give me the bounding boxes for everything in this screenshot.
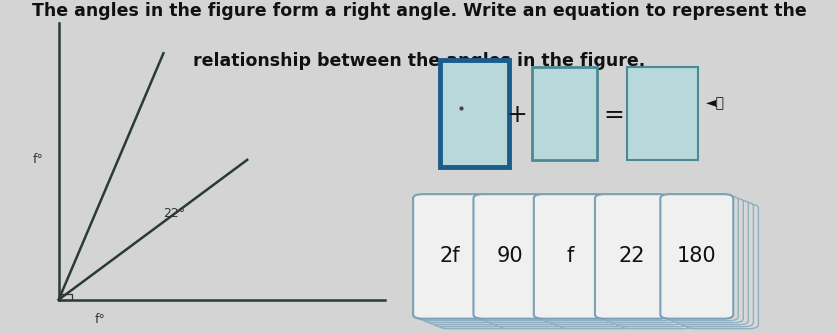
Text: 2f: 2f xyxy=(439,246,460,266)
Text: =: = xyxy=(603,103,623,127)
FancyBboxPatch shape xyxy=(428,200,501,325)
FancyBboxPatch shape xyxy=(610,200,683,325)
FancyBboxPatch shape xyxy=(499,204,572,329)
FancyBboxPatch shape xyxy=(595,194,668,319)
FancyBboxPatch shape xyxy=(440,60,509,166)
FancyBboxPatch shape xyxy=(534,194,607,319)
FancyBboxPatch shape xyxy=(665,196,738,321)
FancyBboxPatch shape xyxy=(670,198,743,323)
FancyBboxPatch shape xyxy=(549,200,622,325)
FancyBboxPatch shape xyxy=(532,67,597,160)
Text: The angles in the figure form a right angle. Write an equation to represent the: The angles in the figure form a right an… xyxy=(32,2,806,20)
FancyBboxPatch shape xyxy=(489,200,561,325)
FancyBboxPatch shape xyxy=(620,204,693,329)
FancyBboxPatch shape xyxy=(627,67,698,160)
FancyBboxPatch shape xyxy=(473,194,546,319)
Text: 22°: 22° xyxy=(163,206,185,220)
FancyBboxPatch shape xyxy=(675,200,748,325)
FancyBboxPatch shape xyxy=(685,204,758,329)
FancyBboxPatch shape xyxy=(544,198,617,323)
FancyBboxPatch shape xyxy=(615,202,688,327)
FancyBboxPatch shape xyxy=(600,196,673,321)
Text: f°: f° xyxy=(96,313,106,326)
Text: f: f xyxy=(566,246,574,266)
Text: 22: 22 xyxy=(618,246,644,266)
FancyBboxPatch shape xyxy=(484,198,556,323)
FancyBboxPatch shape xyxy=(478,196,551,321)
FancyBboxPatch shape xyxy=(423,198,496,323)
FancyBboxPatch shape xyxy=(554,202,627,327)
Text: 180: 180 xyxy=(677,246,716,266)
Text: relationship between the angles in the figure.: relationship between the angles in the f… xyxy=(193,52,645,70)
FancyBboxPatch shape xyxy=(433,202,506,327)
FancyBboxPatch shape xyxy=(539,196,612,321)
FancyBboxPatch shape xyxy=(605,198,678,323)
Text: ◄⧸: ◄⧸ xyxy=(706,97,726,111)
FancyBboxPatch shape xyxy=(660,194,733,319)
Text: 90: 90 xyxy=(497,246,523,266)
FancyBboxPatch shape xyxy=(413,194,486,319)
FancyBboxPatch shape xyxy=(494,202,566,327)
FancyBboxPatch shape xyxy=(418,196,491,321)
FancyBboxPatch shape xyxy=(680,202,753,327)
Text: f°: f° xyxy=(33,153,43,166)
FancyBboxPatch shape xyxy=(559,204,632,329)
Text: +: + xyxy=(507,103,527,127)
FancyBboxPatch shape xyxy=(438,204,511,329)
